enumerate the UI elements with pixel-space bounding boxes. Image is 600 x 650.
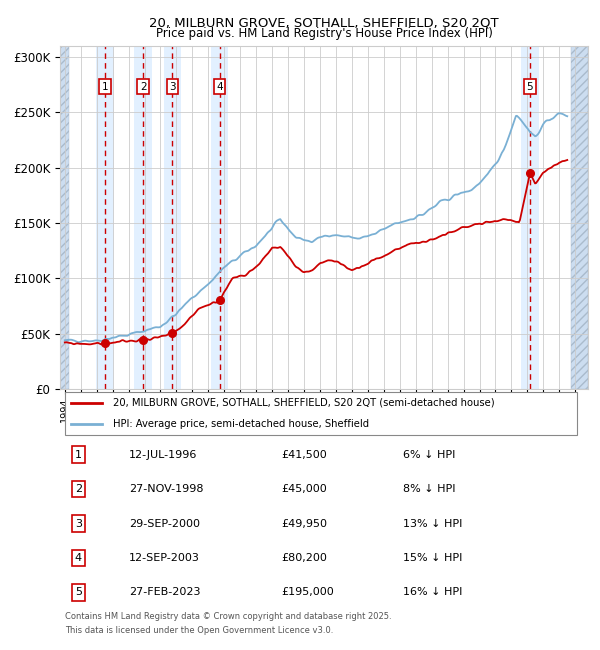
Text: 3: 3 [169, 82, 176, 92]
Bar [97, 46, 114, 389]
Text: 4: 4 [216, 82, 223, 92]
Text: 12-SEP-2003: 12-SEP-2003 [128, 553, 200, 563]
Text: £41,500: £41,500 [282, 450, 328, 460]
Text: 20, MILBURN GROVE, SOTHALL, SHEFFIELD, S20 2QT (semi-detached house): 20, MILBURN GROVE, SOTHALL, SHEFFIELD, S… [113, 398, 494, 408]
Bar [60, 46, 69, 389]
Text: £195,000: £195,000 [282, 588, 335, 597]
Text: Price paid vs. HM Land Registry's House Price Index (HPI): Price paid vs. HM Land Registry's House … [155, 27, 493, 40]
Text: 13% ↓ HPI: 13% ↓ HPI [403, 519, 463, 528]
Text: £45,000: £45,000 [282, 484, 328, 494]
Text: 20, MILBURN GROVE, SOTHALL, SHEFFIELD, S20 2QT: 20, MILBURN GROVE, SOTHALL, SHEFFIELD, S… [149, 16, 499, 29]
Text: 5: 5 [527, 82, 533, 92]
FancyBboxPatch shape [65, 392, 577, 435]
Text: 27-FEB-2023: 27-FEB-2023 [128, 588, 200, 597]
Text: 2: 2 [140, 82, 146, 92]
Text: £49,950: £49,950 [282, 519, 328, 528]
Text: 27-NOV-1998: 27-NOV-1998 [128, 484, 203, 494]
Bar [211, 46, 228, 389]
Bar [521, 46, 539, 389]
Text: £80,200: £80,200 [282, 553, 328, 563]
Bar [134, 46, 152, 389]
Text: 12-JUL-1996: 12-JUL-1996 [128, 450, 197, 460]
Text: Contains HM Land Registry data © Crown copyright and database right 2025.: Contains HM Land Registry data © Crown c… [65, 612, 392, 621]
Text: 15% ↓ HPI: 15% ↓ HPI [403, 553, 463, 563]
Text: 29-SEP-2000: 29-SEP-2000 [128, 519, 200, 528]
Text: 8% ↓ HPI: 8% ↓ HPI [403, 484, 456, 494]
Text: 1: 1 [102, 82, 109, 92]
Text: 16% ↓ HPI: 16% ↓ HPI [403, 588, 463, 597]
Text: 1: 1 [75, 450, 82, 460]
Text: 5: 5 [75, 588, 82, 597]
Text: 4: 4 [75, 553, 82, 563]
Text: 6% ↓ HPI: 6% ↓ HPI [403, 450, 455, 460]
Text: This data is licensed under the Open Government Licence v3.0.: This data is licensed under the Open Gov… [65, 626, 334, 635]
Text: HPI: Average price, semi-detached house, Sheffield: HPI: Average price, semi-detached house,… [113, 419, 369, 429]
Text: 2: 2 [75, 484, 82, 494]
Bar [571, 46, 588, 389]
Text: 3: 3 [75, 519, 82, 528]
Bar [164, 46, 181, 389]
